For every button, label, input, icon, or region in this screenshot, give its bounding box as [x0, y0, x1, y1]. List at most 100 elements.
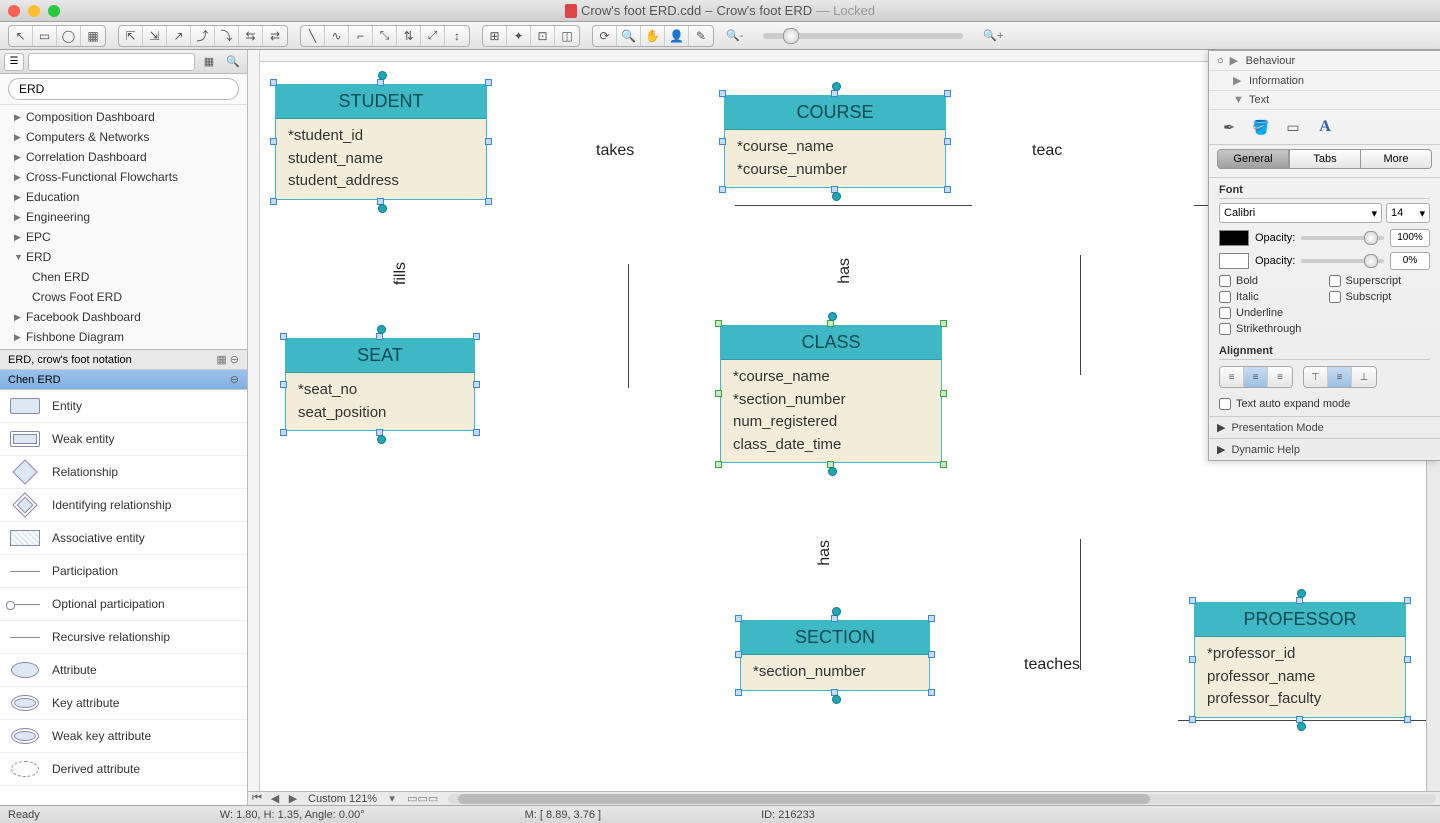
bg-color-swatch[interactable] [1219, 253, 1249, 269]
tree-item[interactable]: ▶Composition Dashboard [0, 107, 247, 127]
handle-icon[interactable] [1404, 656, 1411, 663]
page-next-icon[interactable]: ▶ [284, 792, 302, 805]
connector-dot-icon[interactable] [832, 695, 841, 704]
tree-item[interactable]: ▶Computers & Networks [0, 127, 247, 147]
insp-behaviour[interactable]: ○▶Behaviour [1209, 51, 1440, 71]
tree-item[interactable]: ▶Engineering [0, 207, 247, 227]
entity-section[interactable]: SECTION*section_number [740, 620, 930, 691]
handle-icon[interactable] [473, 333, 480, 340]
table-tool-icon[interactable]: ▦ [81, 26, 105, 46]
checkbox[interactable] [1219, 275, 1231, 287]
pen-icon[interactable]: ✒ [1217, 116, 1241, 138]
relation-label[interactable]: takes [596, 142, 634, 160]
shape-item[interactable]: Relationship [0, 456, 247, 489]
relation-label[interactable]: fills [392, 262, 410, 285]
sidebar-search-mini[interactable] [28, 53, 195, 71]
entity-seat[interactable]: SEAT*seat_noseat_position [285, 338, 475, 431]
lib-header-notation[interactable]: ERD, crow's foot notation ▦ ⊖ [0, 350, 247, 370]
zoom-label[interactable]: Custom 121% [302, 793, 383, 805]
view-mode-icons[interactable]: ▭▭▭ [401, 792, 444, 805]
scrollbar-h[interactable] [448, 794, 1436, 804]
valign-middle-icon[interactable]: ≡ [1328, 367, 1352, 387]
edit-icon[interactable]: ✎ [689, 26, 713, 46]
arrange4-icon[interactable]: ◫ [555, 26, 579, 46]
connector-dot-icon[interactable] [832, 82, 841, 91]
shape-item[interactable]: Associative entity [0, 522, 247, 555]
handle-icon[interactable] [485, 79, 492, 86]
tab-tabs[interactable]: Tabs [1289, 149, 1361, 169]
box-icon[interactable]: ▭ [1281, 116, 1305, 138]
shape-item[interactable]: Weak entity [0, 423, 247, 456]
shape-item[interactable]: Attribute [0, 654, 247, 687]
shape-item[interactable]: Identifying relationship [0, 489, 247, 522]
checkbox[interactable] [1329, 275, 1341, 287]
handle-icon[interactable] [473, 429, 480, 436]
relation-label[interactable]: teaches [1024, 656, 1080, 674]
close-icon[interactable] [8, 5, 20, 17]
opacity1-value[interactable]: 100% [1390, 229, 1430, 247]
tree-item[interactable]: ▶Facebook Dashboard [0, 307, 247, 327]
insp-text[interactable]: ▼Text [1209, 91, 1440, 110]
align-right-icon[interactable]: ≡ [1268, 367, 1292, 387]
tree-item[interactable]: ▶Fishbone Diagram [0, 327, 247, 347]
handle-icon[interactable] [270, 198, 277, 205]
fill-icon[interactable]: 🪣 [1249, 116, 1273, 138]
shape-item[interactable]: Optional participation [0, 588, 247, 621]
connect7-icon[interactable]: ⇄ [263, 26, 287, 46]
shape-item[interactable]: Entity [0, 390, 247, 423]
connector-dot-icon[interactable] [377, 435, 386, 444]
ellipse-tool-icon[interactable]: ◯ [57, 26, 81, 46]
auto-expand-checkbox[interactable] [1219, 398, 1231, 410]
shape-item[interactable]: Derived attribute [0, 753, 247, 786]
entity-course[interactable]: COURSE*course_name*course_number [724, 95, 946, 188]
pointer-tool-icon[interactable]: ↖ [9, 26, 33, 46]
line4-icon[interactable]: ⤡ [373, 26, 397, 46]
tab-general[interactable]: General [1217, 149, 1289, 169]
page-prev-icon[interactable]: ◀ [266, 792, 284, 805]
connector-line[interactable] [1080, 539, 1081, 670]
check-bold[interactable]: Bold [1219, 275, 1321, 287]
handle-icon[interactable] [485, 198, 492, 205]
check-italic[interactable]: Italic [1219, 291, 1321, 303]
connect1-icon[interactable]: ⇱ [119, 26, 143, 46]
connect3-icon[interactable]: ↗ [167, 26, 191, 46]
connector-line[interactable] [735, 205, 972, 206]
connector-line[interactable] [628, 264, 629, 388]
search-input[interactable] [8, 78, 239, 100]
handle-icon[interactable] [485, 138, 492, 145]
zoom-dropdown-icon[interactable]: ▾ [383, 792, 401, 805]
check-superscript[interactable]: Superscript [1329, 275, 1431, 287]
handle-icon[interactable] [940, 390, 947, 397]
handle-icon[interactable] [1404, 597, 1411, 604]
user-icon[interactable]: 👤 [665, 26, 689, 46]
entity-professor[interactable]: PROFESSOR*professor_idprofessor_nameprof… [1194, 602, 1406, 718]
handle-icon[interactable] [928, 651, 935, 658]
tree-item[interactable]: ▶Correlation Dashboard [0, 147, 247, 167]
connect5-icon[interactable]: ⤵ [215, 26, 239, 46]
hand-icon[interactable]: ✋ [641, 26, 665, 46]
rect-tool-icon[interactable]: ▭ [33, 26, 57, 46]
handle-icon[interactable] [928, 615, 935, 622]
arrange3-icon[interactable]: ⊡ [531, 26, 555, 46]
arrange1-icon[interactable]: ⊞ [483, 26, 507, 46]
line6-icon[interactable]: ⤢ [421, 26, 445, 46]
relation-label[interactable]: has [836, 258, 854, 284]
tree-view-icon[interactable]: ☰ [4, 53, 24, 71]
tree-item[interactable]: ▼ERD [0, 247, 247, 267]
line3-icon[interactable]: ⌐ [349, 26, 373, 46]
handle-icon[interactable] [944, 186, 951, 193]
connector-dot-icon[interactable] [377, 325, 386, 334]
align-left-icon[interactable]: ≡ [1220, 367, 1244, 387]
text-color-swatch[interactable] [1219, 230, 1249, 246]
connect2-icon[interactable]: ⇲ [143, 26, 167, 46]
connector-line[interactable] [1080, 255, 1081, 375]
lib-header-chen[interactable]: Chen ERD ⊖ [0, 370, 247, 390]
check-strikethrough[interactable]: Strikethrough [1219, 323, 1321, 335]
connector-dot-icon[interactable] [378, 71, 387, 80]
search-icon[interactable]: 🔍 [223, 55, 243, 68]
lib-close-icon[interactable]: ⊖ [230, 373, 239, 386]
connector-dot-icon[interactable] [832, 192, 841, 201]
shape-item[interactable]: Weak key attribute [0, 720, 247, 753]
handle-icon[interactable] [944, 90, 951, 97]
shape-item[interactable]: Participation [0, 555, 247, 588]
